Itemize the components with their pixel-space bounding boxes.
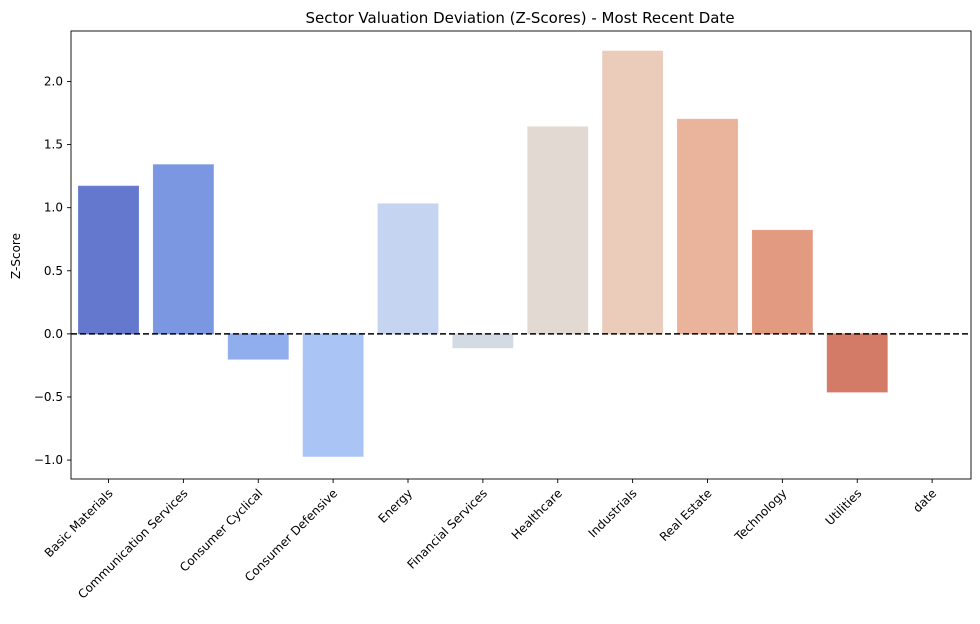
bar: [751, 229, 813, 335]
y-tick-label: 1.0: [44, 201, 63, 215]
x-tick-label: Healthcare: [509, 486, 565, 542]
y-tick-label: 2.0: [44, 74, 63, 88]
x-tick-label: Technology: [731, 486, 789, 544]
y-tick-label: 0.5: [44, 264, 63, 278]
bar: [78, 185, 139, 335]
x-tick-label: date: [910, 486, 939, 515]
bar: [826, 333, 888, 393]
y-axis-label: Z-Score: [9, 233, 23, 279]
bar: [602, 50, 664, 335]
bar: [302, 333, 364, 457]
y-tick-label: −0.5: [34, 390, 63, 404]
chart-title: Sector Valuation Deviation (Z-Scores) - …: [305, 9, 734, 27]
y-tick-label: 0.0: [44, 327, 63, 341]
bar: [152, 164, 214, 335]
x-tick-label: Energy: [376, 486, 416, 526]
plot-frame: [70, 30, 972, 480]
bar: [227, 333, 289, 360]
bar: [377, 203, 439, 335]
y-tick-label: −1.0: [34, 453, 63, 467]
x-tick-label: Industrials: [586, 486, 640, 540]
y-tick-label: 1.5: [44, 138, 63, 152]
x-tick-label: Financial Services: [404, 486, 490, 572]
x-tick-label: Basic Materials: [42, 486, 116, 560]
bars-layer: [78, 50, 888, 457]
x-tick-label: Real Estate: [657, 486, 715, 544]
bar: [677, 118, 738, 335]
bar: [452, 333, 514, 349]
bar: [527, 126, 589, 335]
x-tick-label: Utilities: [823, 486, 865, 528]
x-tick-label: Consumer Cyclical: [177, 486, 265, 574]
